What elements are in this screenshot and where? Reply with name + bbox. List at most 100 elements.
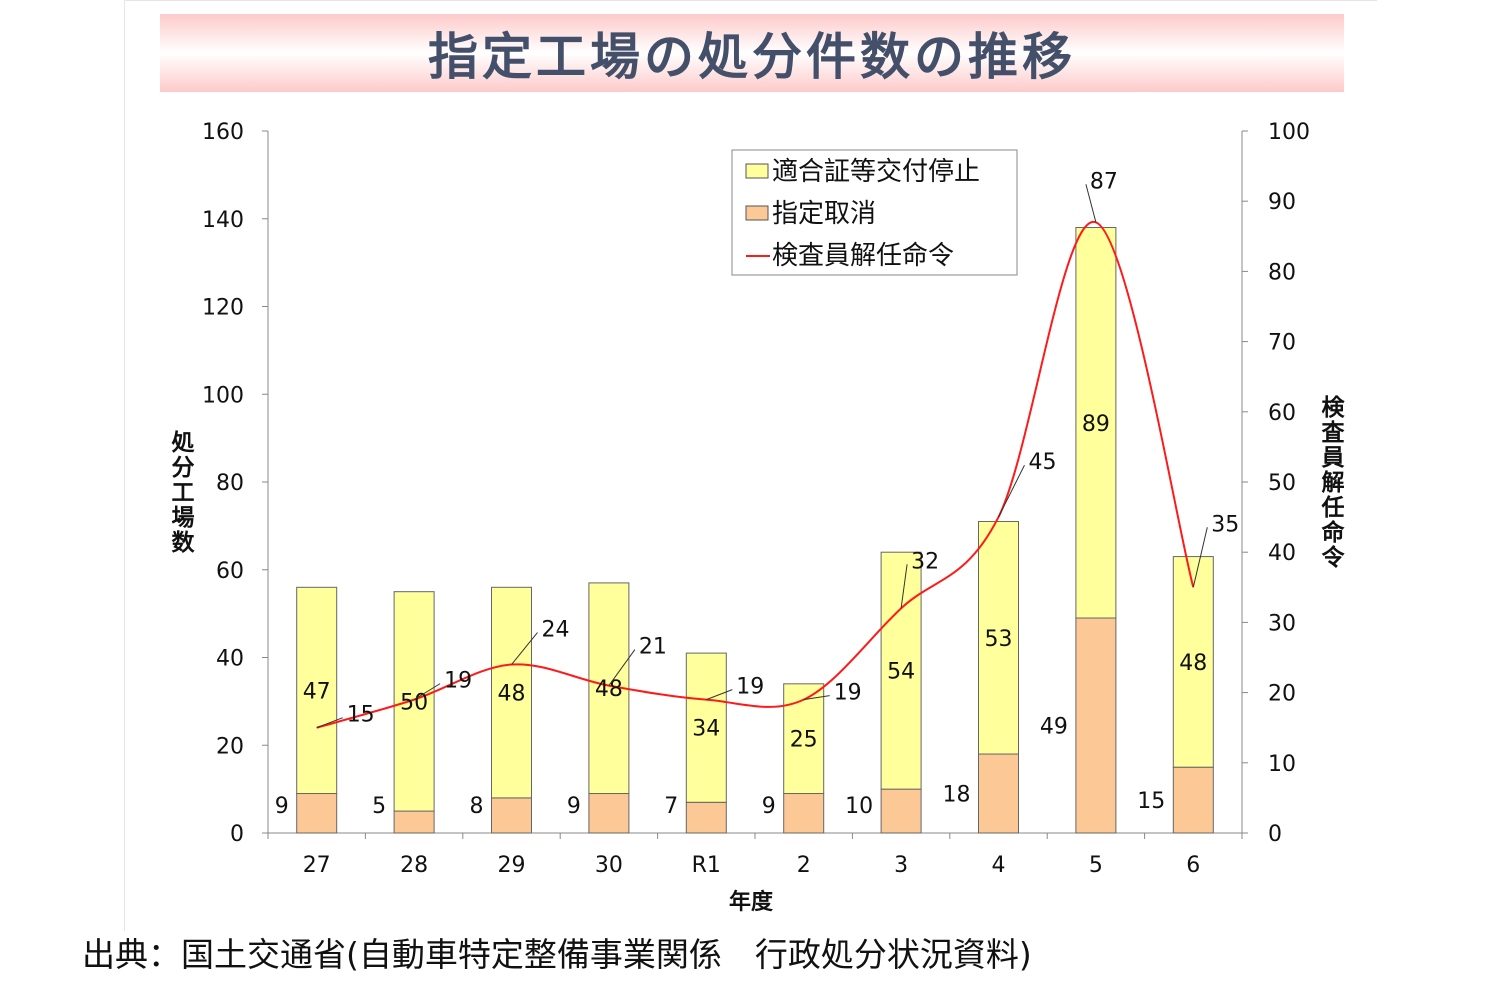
y-tick-label: 160 [202, 120, 244, 145]
bar-revocation [783, 793, 825, 834]
data-label-revocation: 5 [372, 794, 386, 819]
bar-suspension [1075, 227, 1117, 619]
x-tick-label: 30 [595, 853, 623, 878]
data-label-suspension: 48 [1179, 651, 1207, 676]
data-label-revocation: 15 [1137, 789, 1165, 814]
y-tick-label: 120 [202, 296, 244, 321]
leader-line [511, 632, 538, 665]
data-label-suspension: 53 [985, 627, 1013, 652]
y2-tick-label: 30 [1268, 611, 1296, 636]
leader-line [998, 464, 1025, 518]
x-tick-label: 5 [1089, 853, 1103, 878]
x-tick-label: 3 [894, 853, 908, 878]
data-label-suspension: 54 [887, 660, 915, 685]
data-label-revocation: 9 [762, 794, 776, 819]
y-tick-label: 100 [202, 383, 244, 408]
bar-suspension [880, 551, 922, 790]
leader-line [900, 564, 908, 609]
legend-label-dismissal: 検査員解任命令 [772, 241, 954, 271]
y-tick-label: 0 [230, 822, 244, 847]
leader-line [1192, 527, 1208, 588]
y-tick-label: 80 [216, 471, 244, 496]
bar-revocation [588, 793, 630, 834]
y-tick-label: 60 [216, 559, 244, 584]
x-tick-label: R1 [692, 853, 721, 878]
x-tick-label: 6 [1186, 853, 1200, 878]
data-label-revocation: 9 [275, 794, 289, 819]
data-label-suspension: 48 [498, 682, 526, 707]
bar-revocation [393, 810, 435, 834]
legend-label-revocation: 指定取消 [772, 199, 876, 229]
data-label-revocation: 18 [943, 783, 971, 808]
bar-revocation [978, 753, 1019, 834]
x-tick-label: 27 [303, 853, 331, 878]
bar-revocation [880, 788, 922, 834]
y2-tick-label: 60 [1268, 401, 1296, 426]
y-tick-label: 140 [202, 208, 244, 233]
legend-label-suspension: 適合証等交付停止 [772, 157, 980, 187]
bar-suspension [978, 520, 1019, 755]
x-tick-label: 2 [797, 853, 811, 878]
x-tick-label: 4 [992, 853, 1006, 878]
leader-line [803, 695, 830, 701]
bar-suspension [1172, 556, 1214, 768]
y2-axis-label: 検査員解任命令 [1317, 395, 1343, 570]
y-tick-label: 40 [216, 647, 244, 672]
data-label-suspension: 25 [790, 728, 818, 753]
chart-frame [124, 0, 1377, 931]
data-label-revocation: 8 [470, 794, 484, 819]
data-label-dismissal: 35 [1211, 512, 1239, 537]
data-label-revocation: 10 [845, 794, 873, 819]
bar-suspension [783, 683, 825, 795]
data-label-suspension: 50 [400, 690, 428, 715]
y2-tick-label: 80 [1268, 260, 1296, 285]
bar-revocation [1172, 766, 1214, 834]
data-label-dismissal: 45 [1029, 450, 1057, 475]
data-label-dismissal: 87 [1090, 169, 1118, 194]
leader-line [608, 649, 636, 686]
leader-line [413, 683, 441, 701]
data-label-suspension: 47 [303, 679, 331, 704]
y2-tick-label: 20 [1268, 682, 1296, 707]
data-label-suspension: 34 [692, 717, 720, 742]
bar-suspension [296, 586, 338, 795]
title-banner: 指定工場の処分件数の推移 [160, 14, 1344, 92]
y-tick-label: 20 [216, 734, 244, 759]
bar-suspension [393, 591, 435, 812]
y-axis-label: 処分工場数 [167, 430, 193, 555]
legend-swatch-revocation [745, 205, 769, 221]
data-label-revocation: 7 [664, 794, 678, 819]
bar-revocation [685, 801, 727, 834]
y2-tick-label: 40 [1268, 541, 1296, 566]
leader-line [706, 689, 733, 701]
y2-tick-label: 10 [1268, 752, 1296, 777]
data-label-revocation: 9 [567, 794, 581, 819]
bar-suspension [491, 586, 532, 799]
chart-title: 指定工場の処分件数の推移 [428, 28, 1076, 86]
data-label-dismissal: 15 [347, 703, 375, 728]
y2-tick-label: 90 [1268, 190, 1296, 215]
bar-revocation [491, 797, 532, 834]
data-label-suspension: 48 [595, 677, 623, 702]
source-note: 出典：国土交通省(自動車特定整備事業関係 行政処分状況資料) [82, 935, 1032, 974]
data-label-dismissal: 21 [639, 635, 667, 660]
x-axis-label: 年度 [729, 889, 774, 915]
line-dismissal [316, 221, 1195, 729]
x-tick-label: 28 [400, 853, 428, 878]
bar-suspension [685, 652, 727, 803]
data-label-dismissal: 24 [542, 618, 570, 643]
data-label-suspension: 89 [1082, 412, 1110, 437]
data-label-dismissal: 19 [834, 681, 862, 706]
legend: 適合証等交付停止 指定取消 検査員解任命令 [731, 149, 1018, 276]
y2-tick-label: 0 [1268, 822, 1282, 847]
data-label-dismissal: 32 [911, 549, 939, 574]
y2-tick-label: 100 [1268, 120, 1310, 145]
data-label-dismissal: 19 [736, 675, 764, 700]
x-tick-label: 29 [498, 853, 526, 878]
bar-revocation [1075, 617, 1117, 834]
data-label-revocation: 49 [1040, 715, 1068, 740]
data-label-dismissal: 19 [444, 669, 472, 694]
leader-line [316, 717, 343, 729]
leader-line [1085, 184, 1097, 223]
